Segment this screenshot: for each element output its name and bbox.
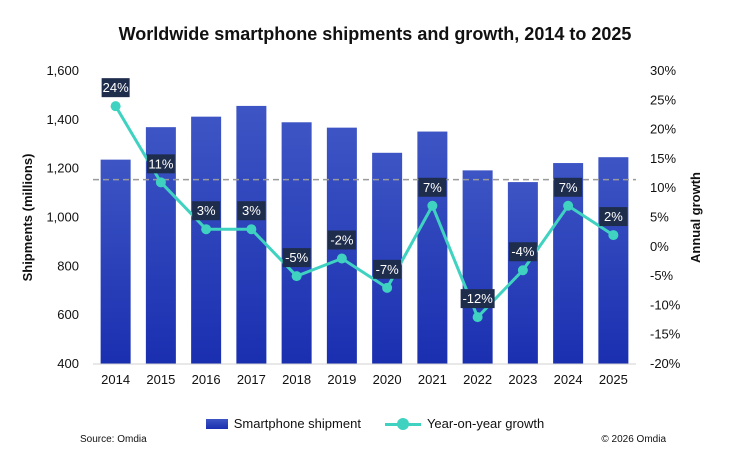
y2-tick-label: -20% [650, 356, 681, 371]
x-tick-label-2014: 2014 [101, 372, 130, 387]
y-tick-label: 800 [57, 258, 79, 273]
bar-2021 [417, 131, 448, 364]
x-tick-label-2025: 2025 [599, 372, 628, 387]
growth-label-box-2024 [554, 177, 583, 197]
growth-label-box-2016 [192, 201, 221, 221]
bar-2016 [191, 116, 222, 364]
growth-point-2014 [110, 101, 121, 112]
growth-label-box-2021 [418, 177, 447, 197]
copyright-note: © 2026 Omdia [601, 434, 666, 445]
legend-label-shipments: Smartphone shipment [233, 416, 361, 431]
y2-tick-label: 0% [650, 239, 669, 254]
bar-2020 [372, 152, 403, 364]
growth-point-2024 [563, 200, 574, 211]
y2-tick-label: 5% [650, 210, 669, 225]
legend-item-shipments: Smartphone shipment [205, 416, 361, 431]
growth-data-label-2022: -12% [462, 291, 493, 306]
growth-data-label-2020: -7% [376, 262, 400, 277]
bar-2017 [236, 105, 267, 364]
source-note: Source: Omdia [80, 434, 147, 445]
growth-data-label-2016: 3% [197, 203, 216, 218]
y2-tick-label: 20% [650, 122, 676, 137]
y-tick-label: 1,200 [46, 161, 79, 176]
x-tick-label-2021: 2021 [418, 372, 447, 387]
growth-point-2016 [201, 224, 212, 235]
y-tick-label: 600 [57, 307, 79, 322]
growth-label-box-2018 [282, 248, 311, 268]
x-tick-label-2023: 2023 [508, 372, 537, 387]
growth-point-2025 [608, 230, 619, 241]
y-tick-label: 1,600 [46, 63, 79, 78]
growth-point-2020 [382, 282, 393, 293]
growth-label-box-2023 [508, 242, 537, 262]
growth-data-label-2025: 2% [604, 209, 623, 224]
growth-label-box-2020 [373, 259, 402, 279]
growth-data-label-2017: 3% [242, 203, 261, 218]
y2-tick-label: -5% [650, 268, 674, 283]
growth-label-box-2019 [327, 230, 356, 250]
x-tick-label-2017: 2017 [237, 372, 266, 387]
x-tick-label-2020: 2020 [373, 372, 402, 387]
growth-point-2021 [427, 200, 438, 211]
bar-2018 [281, 122, 312, 365]
growth-data-label-2019: -2% [330, 233, 354, 248]
y-tick-label: 1,400 [46, 112, 79, 127]
x-tick-label-2016: 2016 [192, 372, 221, 387]
y2-tick-label: -15% [650, 327, 681, 342]
y-tick-label: 400 [57, 356, 79, 371]
growth-point-2018 [291, 271, 302, 282]
growth-data-label-2023: -4% [511, 244, 535, 259]
growth-data-label-2024: 7% [559, 180, 578, 195]
y2-tick-label: 10% [650, 180, 676, 195]
x-tick-label-2015: 2015 [146, 372, 175, 387]
x-tick-label-2018: 2018 [282, 372, 311, 387]
growth-point-2019 [336, 253, 347, 264]
chart-title: Worldwide smartphone shipments and growt… [118, 24, 632, 44]
growth-data-label-2015: 11% [148, 156, 173, 171]
growth-point-2015 [155, 177, 166, 188]
growth-label-box-2014 [101, 78, 130, 98]
growth-point-2017 [246, 224, 257, 235]
growth-point-2023 [517, 265, 528, 276]
x-tick-label-2024: 2024 [554, 372, 583, 387]
y2-axis-title: Annual growth [688, 172, 703, 263]
bar-2022 [462, 170, 493, 364]
growth-label-box-2017 [237, 201, 266, 221]
y-tick-label: 1,000 [46, 210, 79, 225]
legend-bar-swatch [205, 418, 228, 429]
growth-label-box-2025 [599, 207, 628, 227]
y2-tick-label: 15% [650, 151, 676, 166]
growth-line [114, 105, 615, 320]
legend: Smartphone shipment Year-on-year growth [0, 416, 750, 431]
bar-2014 [100, 159, 131, 364]
legend-item-growth: Year-on-year growth [384, 416, 545, 431]
legend-label-growth: Year-on-year growth [426, 416, 545, 431]
growth-point-2022 [472, 312, 483, 323]
y-axis-title: Shipments (millions) [20, 154, 35, 282]
growth-data-label-2014: 24% [103, 80, 129, 95]
y2-tick-label: 30% [650, 63, 676, 78]
y2-tick-label: 25% [650, 92, 676, 107]
x-tick-label-2022: 2022 [463, 372, 492, 387]
growth-label-box-2022 [460, 289, 495, 309]
x-tick-label-2019: 2019 [327, 372, 356, 387]
y2-tick-label: -10% [650, 297, 681, 312]
legend-line-swatch [384, 417, 421, 430]
growth-label-box-2015 [146, 154, 175, 174]
growth-data-label-2018: -5% [285, 250, 309, 265]
bar-2025 [598, 157, 629, 364]
growth-data-label-2021: 7% [423, 180, 442, 195]
